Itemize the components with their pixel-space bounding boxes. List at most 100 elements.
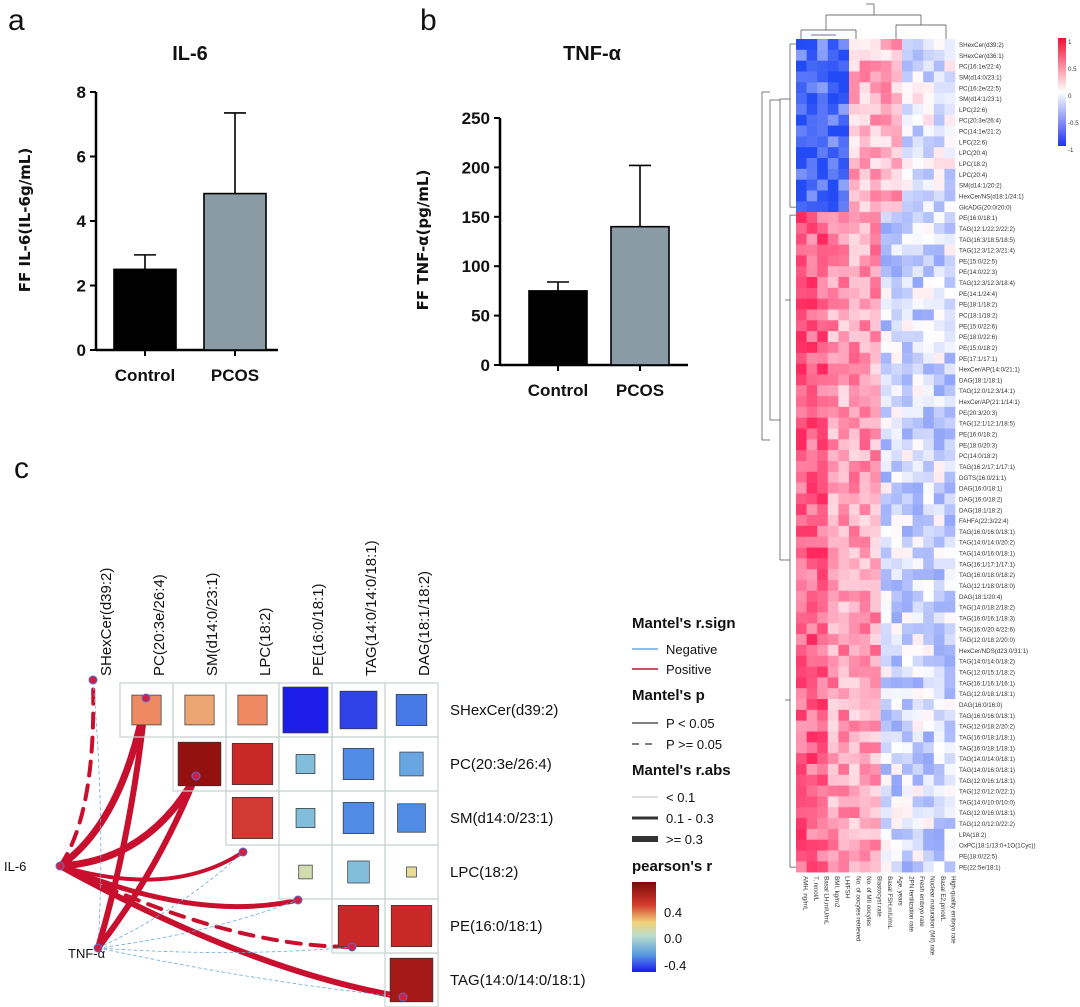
heatmap-cell (944, 39, 956, 51)
heatmap-cell (944, 266, 956, 278)
heatmap-cell (912, 309, 924, 321)
heatmap-cell (912, 396, 924, 408)
heatmap-cell (891, 774, 903, 786)
heatmap-cell (870, 720, 882, 732)
heatmap-cell (933, 536, 945, 548)
heatmap-cell (817, 493, 829, 505)
heatmap-cell (902, 158, 913, 170)
heatmap-cell (827, 103, 839, 116)
heatmap-cell (817, 861, 829, 873)
heatmap-cell (912, 731, 924, 743)
heatmap-cell (870, 839, 882, 851)
heatmap-cell (817, 828, 829, 840)
heatmap-cell (902, 471, 913, 483)
heatmap-cell (827, 309, 839, 321)
colorbar-tick: -1 (1068, 147, 1074, 154)
heatmap-cell (944, 731, 956, 743)
heatmap-cell (944, 125, 956, 137)
heatmap-cell (891, 158, 903, 170)
heatmap-cell (870, 666, 882, 678)
heatmap-cell (870, 590, 882, 602)
heatmap-cell (912, 103, 924, 116)
heatmap-cell (849, 731, 860, 743)
heatmap-cell (796, 558, 807, 570)
heatmap-cell (849, 709, 860, 721)
heatmap-cell (806, 580, 818, 592)
heatmap-cell (923, 818, 935, 830)
heatmap-cell (849, 428, 860, 440)
heatmap-cell (902, 785, 913, 797)
heatmap-cell (923, 168, 935, 180)
mantel-links (56, 678, 406, 1000)
heatmap-cell (880, 103, 892, 116)
heatmap-cell (880, 623, 892, 635)
heatmap-cell (933, 168, 945, 180)
heatmap-cell (838, 255, 850, 267)
heatmap-cell (891, 309, 903, 321)
column-label: LPC(18:2) (257, 608, 274, 676)
heatmap-cell (923, 666, 935, 678)
heatmap-cell (838, 233, 850, 245)
column-label: High-quality embryo rate (950, 876, 957, 944)
heatmap-cell (827, 699, 839, 711)
heatmap-cell (891, 331, 903, 343)
heatmap-cell (806, 244, 818, 256)
heatmap-cell (827, 644, 839, 657)
heatmap-cell (796, 179, 807, 191)
heatmap-cell (859, 39, 871, 51)
mantel-link (58, 678, 96, 868)
heatmap-cell (870, 731, 882, 743)
heatmap-cell (902, 763, 913, 776)
heatmap-cell (891, 742, 903, 754)
heatmap-cell (891, 612, 903, 624)
heatmap-cell (912, 385, 924, 397)
column-label: PE(16:0/18:1) (310, 583, 327, 676)
heatmap-cell (849, 558, 860, 570)
heatmap-cell (817, 374, 829, 386)
heatmap-cell (923, 460, 935, 473)
legend-p-title: Mantel's p (632, 687, 705, 704)
heatmap-cell (880, 114, 892, 126)
heatmap-cell (902, 720, 913, 732)
heatmap-cell (849, 158, 860, 170)
heatmap-cell (912, 363, 924, 375)
heatmap-cell (923, 114, 935, 126)
heatmap-cell (859, 428, 871, 440)
heatmap-cell (838, 731, 850, 743)
heatmap-cell (838, 601, 850, 613)
heatmap-cell (870, 385, 882, 397)
heatmap-cell (902, 753, 913, 765)
correlation-square (231, 742, 274, 786)
heatmap-cell (891, 763, 903, 776)
heatmap-cell (933, 471, 945, 483)
y-tick-label: 8 (77, 83, 86, 102)
row-label: DAG(16:0/18:2) (959, 496, 1002, 503)
heatmap-cell (933, 699, 945, 711)
heatmap-cell (849, 569, 860, 581)
heatmap-cell (891, 374, 903, 386)
heatmap-cell (880, 731, 892, 743)
y-axis-label: FF IL-6(IL-6g/mL) (16, 148, 34, 292)
heatmap-cell (944, 558, 956, 570)
heatmap-cell (806, 709, 818, 721)
row-label: PE(18:0/22:6) (959, 334, 997, 341)
heatmap-cell (838, 861, 850, 873)
heatmap-cell (912, 266, 924, 278)
heatmap-cell (827, 93, 839, 105)
heatmap-cell (880, 634, 892, 646)
heatmap-cell (806, 406, 818, 418)
heatmap-cell (912, 49, 924, 61)
heatmap-cell (859, 709, 871, 721)
row-label: TAG(14:0/16:0/18:1) (959, 551, 1015, 558)
heatmap-cell (838, 774, 850, 786)
heatmap-cell (902, 515, 913, 527)
row-label: TAG(16:0/16:0/18:1) (959, 529, 1015, 536)
heatmap-cell (944, 363, 956, 375)
heatmap-cell (912, 493, 924, 505)
column-label: LH/FSH (844, 876, 851, 898)
heatmap-cell (933, 753, 945, 765)
heatmap-cell (880, 850, 892, 862)
heatmap-cell (849, 233, 860, 245)
heatmap-cell (880, 861, 892, 873)
mantel-link (58, 850, 245, 882)
